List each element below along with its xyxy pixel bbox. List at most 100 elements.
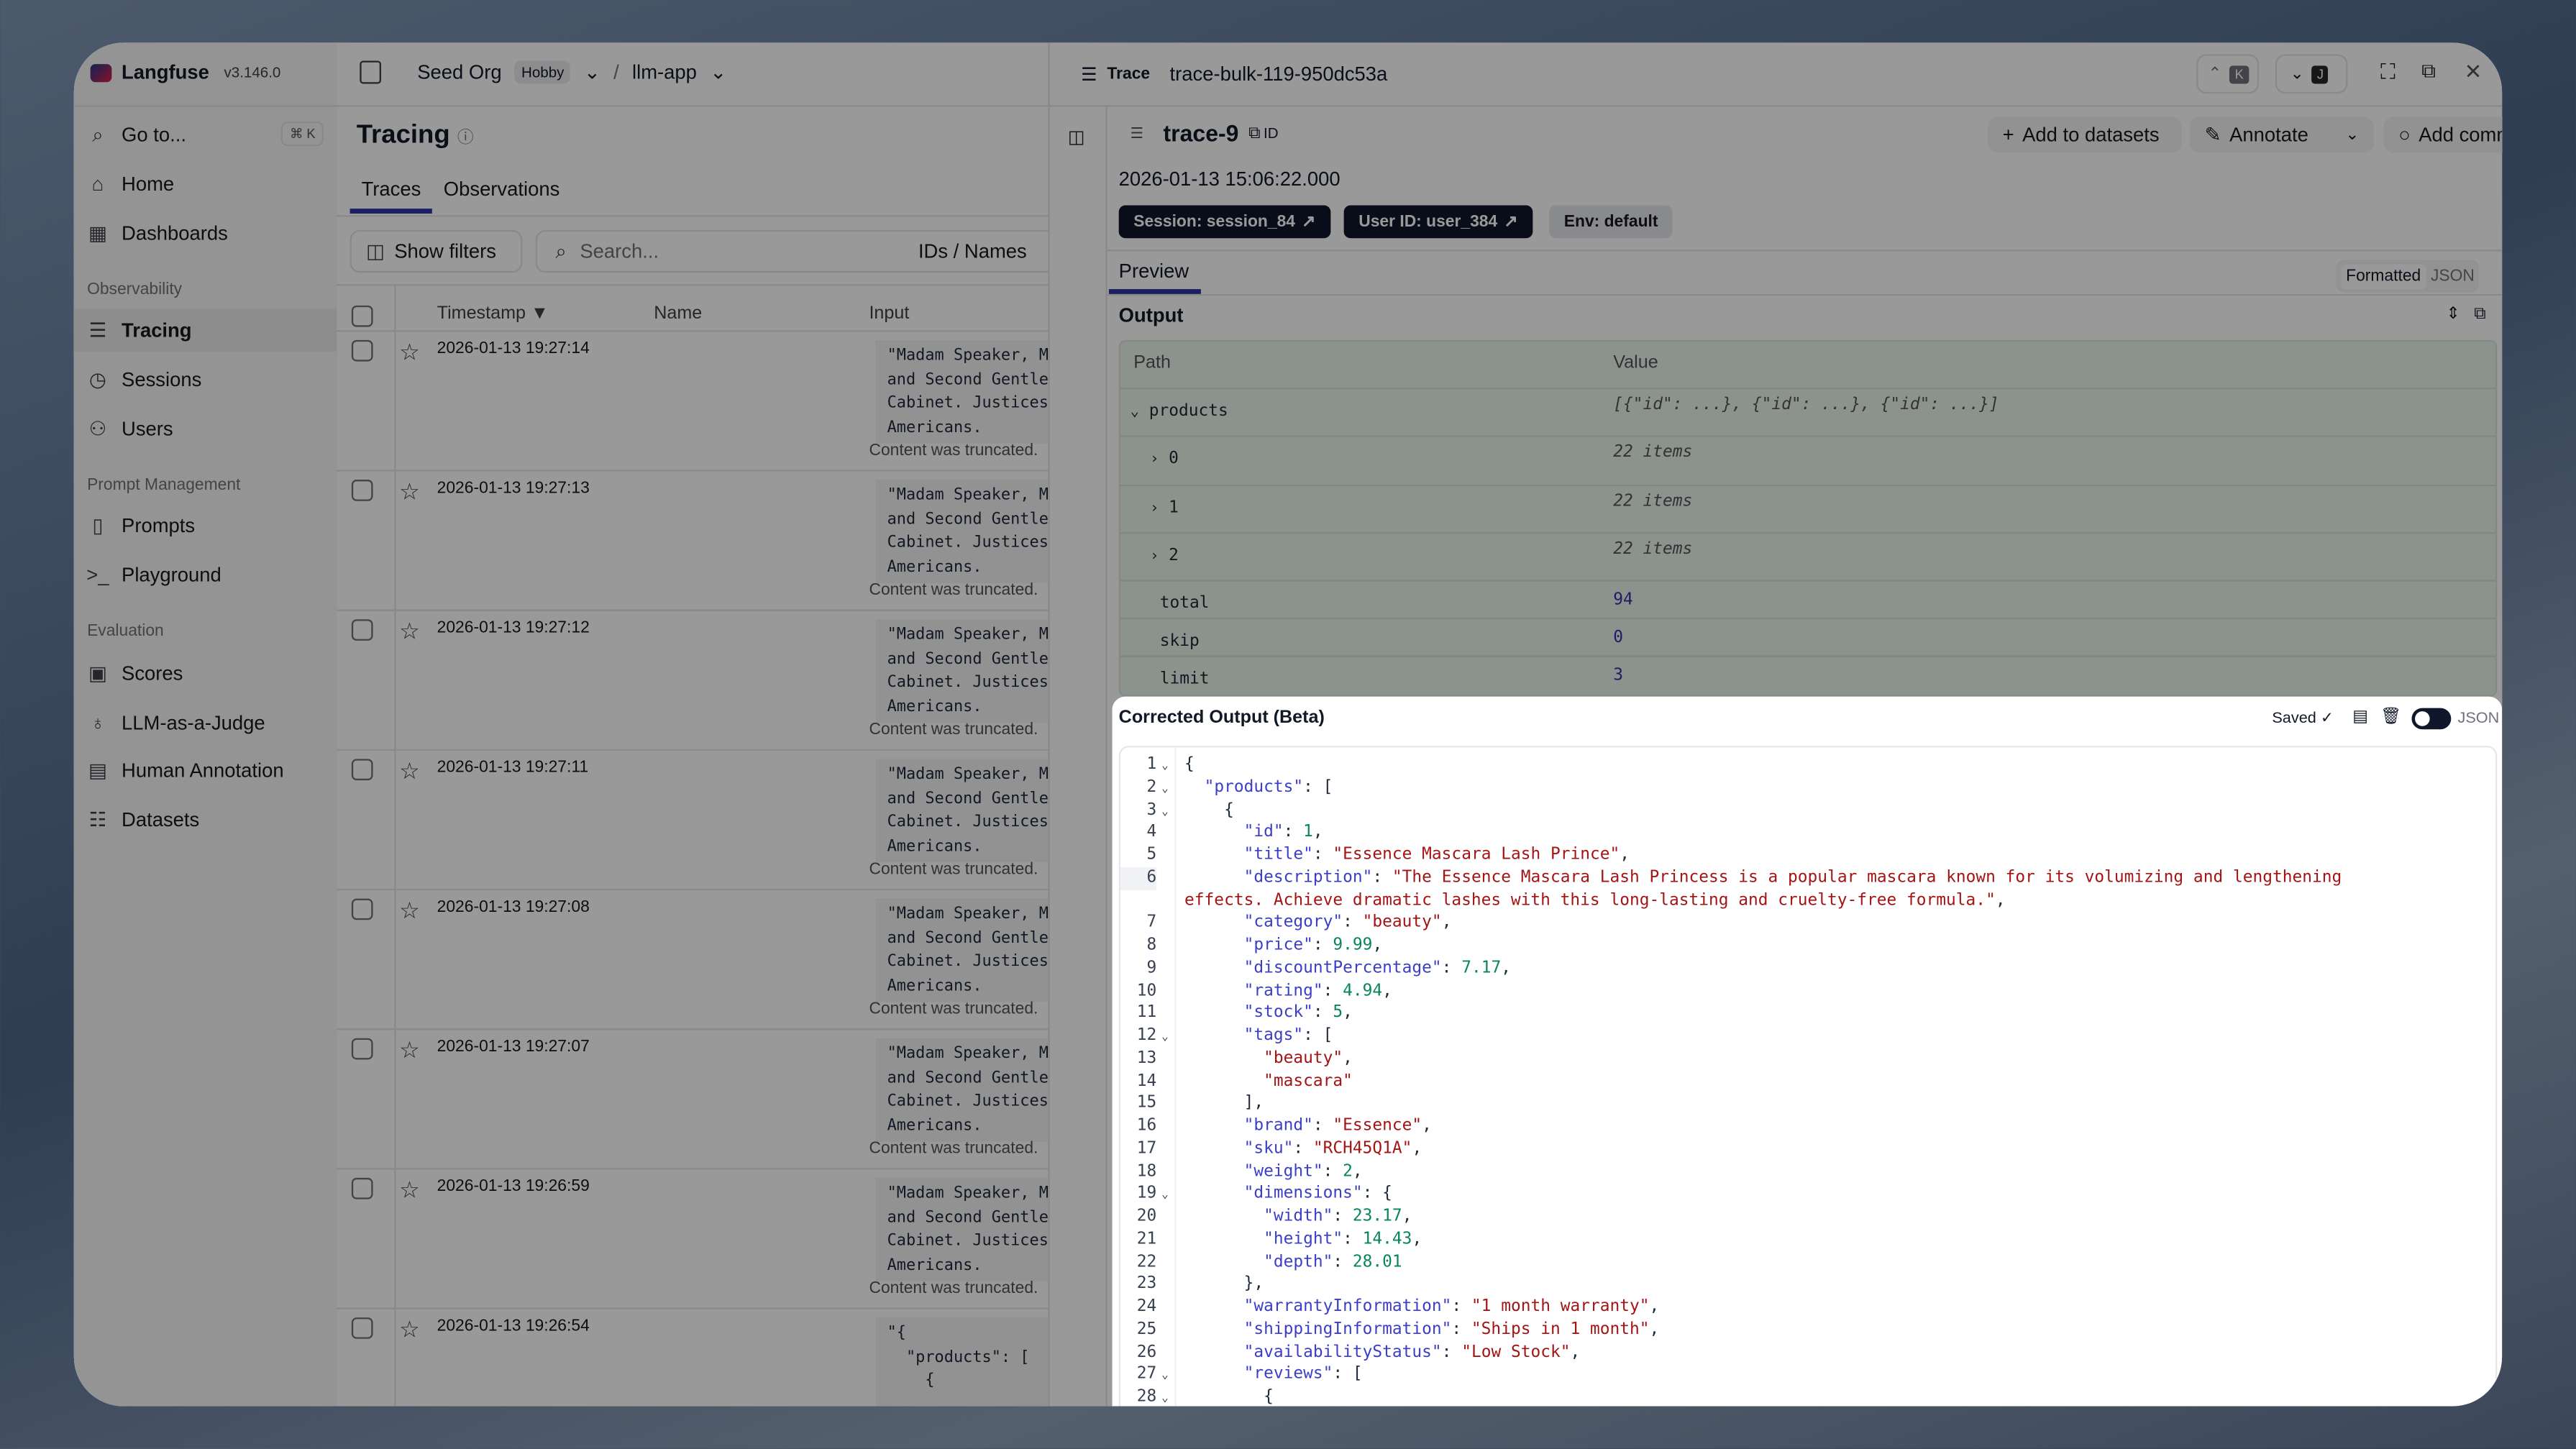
star-icon[interactable]: ☆	[399, 897, 420, 923]
add-to-datasets-button[interactable]: + Add to datasets	[1988, 116, 2182, 153]
star-icon[interactable]: ☆	[399, 757, 420, 784]
add-comment-button[interactable]: ○ Add comment	[2383, 116, 2503, 153]
row-checkbox[interactable]	[351, 759, 373, 781]
search-input[interactable]: ⌕ Search... IDs / Names	[535, 229, 1061, 273]
star-icon[interactable]: ☆	[399, 617, 420, 644]
row-input: "{ "products": [ {	[875, 1317, 1068, 1407]
chevron-down-icon[interactable]: ⌄	[710, 60, 727, 84]
row-checkbox[interactable]	[351, 339, 373, 362]
sidebar-toggle-icon[interactable]	[360, 60, 381, 84]
json-toggle[interactable]	[2411, 708, 2452, 730]
tab-observations[interactable]: Observations	[443, 177, 560, 201]
annotate-button[interactable]: ✎ Annotate ⌄	[2190, 116, 2374, 153]
select-all-checkbox[interactable]	[351, 305, 373, 327]
fold-chevron-icon[interactable]: ⌄	[1161, 1368, 1169, 1382]
formatted-option[interactable]: Formatted	[2341, 263, 2426, 288]
table-row[interactable]: ☆ 2026-01-13 19:27:12 "Madam Speaker, Ma…	[337, 609, 1068, 751]
output-table-row[interactable]: › 2 22 items	[1120, 532, 2496, 582]
row-checkbox[interactable]	[351, 619, 373, 641]
previous-trace-button[interactable]: ⌃ K	[2196, 54, 2260, 94]
code-token: :	[1343, 913, 1363, 932]
brand[interactable]: Langfuse v3.146.0	[90, 61, 280, 84]
user-badge[interactable]: User ID: user_384 ↗	[1343, 205, 1533, 239]
star-icon[interactable]: ☆	[399, 1176, 420, 1203]
close-icon[interactable]: ✕	[2464, 59, 2483, 84]
copy-icon[interactable]: ⧉	[1248, 124, 1261, 142]
json-option[interactable]: JSON	[2430, 267, 2475, 285]
sidebar-item-scores[interactable]: ▣ Scores	[86, 652, 327, 695]
sidebar-item-llm-as-a-judge[interactable]: ♁ LLM-as-a-Judge	[86, 701, 327, 744]
output-table-row[interactable]: › 0 22 items	[1120, 435, 2496, 486]
row-checkbox[interactable]	[351, 1317, 373, 1339]
star-icon[interactable]: ☆	[399, 477, 420, 505]
search-mode[interactable]: IDs / Names	[918, 239, 1027, 263]
goto-button[interactable]: ⌕ Go to...	[86, 114, 327, 156]
output-table-row[interactable]: ⌄ products [{"id": ...}, {"id": ...}, {"i…	[1120, 388, 2496, 437]
column-timestamp[interactable]: Timestamp ▼	[437, 303, 549, 324]
table-row[interactable]: ☆ 2026-01-13 19:27:11 "Madam Speaker, Ma…	[337, 749, 1068, 890]
sidebar-item-human-annotation[interactable]: ▤ Human Annotation	[86, 749, 327, 792]
diff-icon[interactable]: ▤	[2352, 708, 2368, 726]
copy-icon[interactable]: ⧉	[2474, 305, 2486, 324]
fold-chevron-icon[interactable]: ⌄	[1161, 781, 1169, 795]
table-row[interactable]: ☆ 2026-01-13 19:27:08 "Madam Speaker, Ma…	[337, 888, 1068, 1030]
output-table-row[interactable]: total 94	[1120, 580, 2496, 619]
tab-preview[interactable]: Preview	[1118, 259, 1189, 283]
table-row[interactable]: ☆ 2026-01-13 19:27:07 "Madam Speaker, Ma…	[337, 1028, 1068, 1169]
search-placeholder: Search...	[580, 239, 659, 263]
open-external-icon[interactable]: ⧉	[2421, 59, 2436, 83]
code-token: "title"	[1243, 846, 1313, 864]
sidebar-item-datasets[interactable]: ☷ Datasets	[86, 798, 327, 841]
code-token: ,	[1441, 913, 1452, 932]
table-row[interactable]: ☆ 2026-01-13 19:27:13 "Madam Speaker, Ma…	[337, 470, 1068, 611]
row-checkbox[interactable]	[351, 480, 373, 501]
panel-toggle-icon[interactable]: ◫	[1067, 128, 1085, 148]
expand-toggle-icon[interactable]: ⌄	[1130, 403, 1140, 421]
sidebar-item-playground[interactable]: >_ Playground	[86, 554, 327, 596]
org-name[interactable]: Seed Org	[417, 60, 502, 84]
sidebar-item-dashboards[interactable]: ▦ Dashboards	[86, 212, 327, 255]
sidebar-item-sessions[interactable]: ◷ Sessions	[86, 358, 327, 401]
code-token: 5	[1333, 1004, 1343, 1023]
output-table-row[interactable]: skip 0	[1120, 617, 2496, 657]
sidebar-item-users[interactable]: ⚇ Users	[86, 408, 327, 450]
fold-chevron-icon[interactable]: ⌄	[1161, 1030, 1169, 1043]
fold-chevron-icon[interactable]: ⌄	[1161, 759, 1169, 772]
collapse-icon[interactable]: ⇕	[2446, 305, 2460, 324]
code-token: ,	[1312, 823, 1323, 842]
expand-toggle-icon[interactable]: ›	[1150, 452, 1159, 469]
fold-chevron-icon[interactable]: ⌄	[1161, 804, 1169, 818]
table-row[interactable]: ☆ 2026-01-13 19:26:54 "{ "products": [ {	[337, 1307, 1068, 1407]
fold-chevron-icon[interactable]: ⌄	[1161, 1391, 1169, 1405]
row-timestamp: 2026-01-13 19:27:12	[437, 619, 590, 638]
sidebar-item-prompts[interactable]: ▯ Prompts	[86, 504, 327, 547]
row-checkbox[interactable]	[351, 1177, 373, 1199]
show-filters-button[interactable]: ◫ Show filters	[350, 229, 523, 273]
table-row[interactable]: ☆ 2026-01-13 19:27:14 "Madam Speaker, Ma…	[337, 330, 1068, 471]
maximize-icon[interactable]: ⛶	[2380, 59, 2395, 84]
next-trace-button[interactable]: ⌄ J	[2275, 54, 2348, 94]
table-row[interactable]: ☆ 2026-01-13 19:26:59 "Madam Speaker, Ma…	[337, 1168, 1068, 1309]
chevron-down-icon[interactable]: ⌄	[583, 60, 600, 84]
output-table-row[interactable]: › 1 22 items	[1120, 484, 2496, 534]
json-editor[interactable]: 1 ⌄{2 ⌄ "products": [3 ⌄ {4 "id": 1, 5 "titl…	[1118, 746, 2498, 1407]
sidebar-item-home[interactable]: ⌂ Home	[86, 163, 327, 205]
star-icon[interactable]: ☆	[399, 1315, 420, 1343]
sidebar-item-tracing[interactable]: ☰ Tracing	[73, 308, 350, 352]
copy-id-label[interactable]: ID	[1264, 124, 1279, 142]
expand-toggle-icon[interactable]: ›	[1150, 500, 1159, 518]
star-icon[interactable]: ☆	[399, 1036, 420, 1064]
star-icon[interactable]: ☆	[399, 338, 420, 365]
fold-chevron-icon[interactable]: ⌄	[1161, 1188, 1169, 1202]
chevron-down-icon[interactable]: ⌄	[2345, 125, 2360, 144]
project-name[interactable]: llm-app	[632, 60, 697, 84]
output-table-row[interactable]: limit 3	[1120, 655, 2496, 695]
row-checkbox[interactable]	[351, 1038, 373, 1060]
row-checkbox[interactable]	[351, 898, 373, 920]
session-badge[interactable]: Session: session_84 ↗	[1118, 205, 1330, 239]
trash-icon[interactable]: 🗑	[2380, 708, 2402, 726]
column-name[interactable]: Name	[654, 303, 703, 324]
tab-traces[interactable]: Traces	[361, 177, 421, 201]
expand-toggle-icon[interactable]: ›	[1150, 548, 1159, 565]
column-input[interactable]: Input	[869, 303, 910, 324]
